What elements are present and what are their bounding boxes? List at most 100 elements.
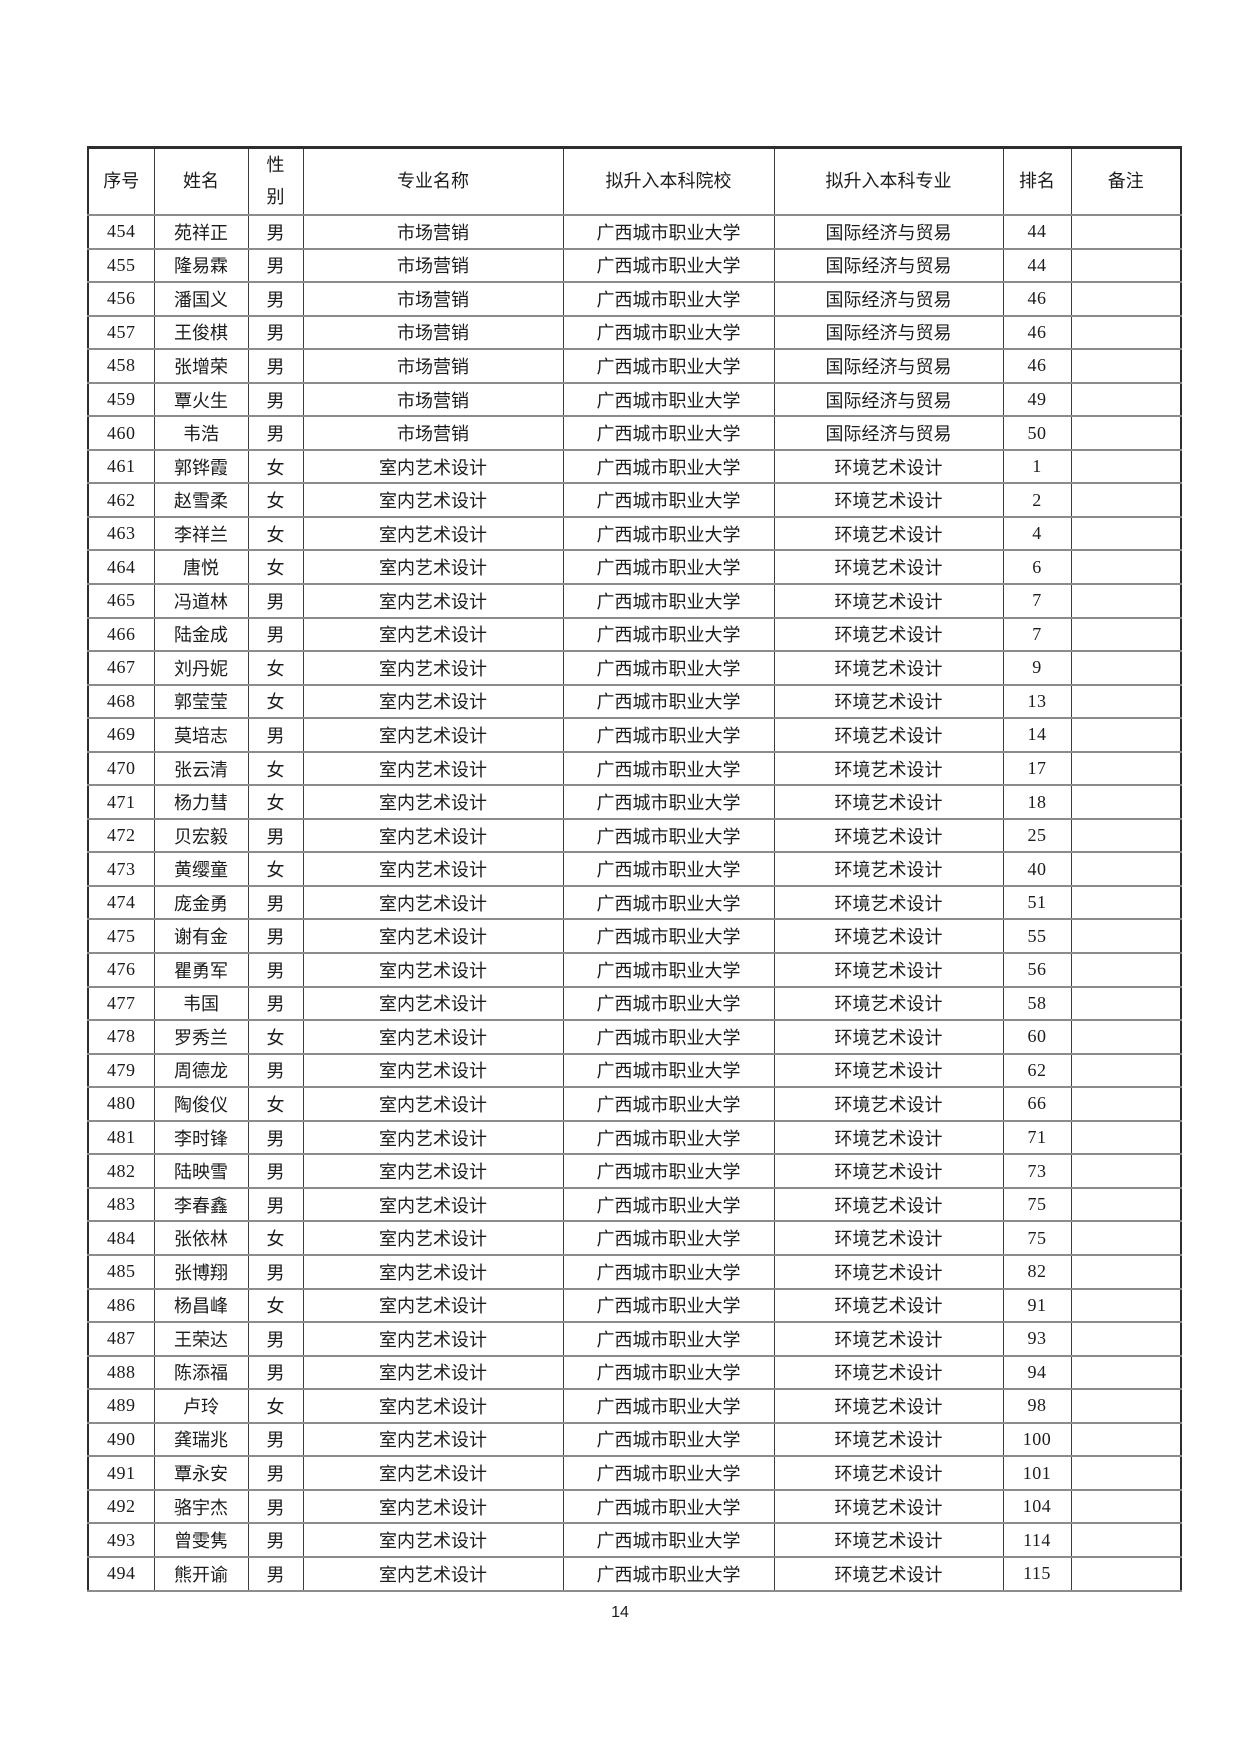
cell-target-major: 环境艺术设计 (773, 1052, 1004, 1089)
header-gender-label: 性别 (266, 155, 285, 207)
cell-gender: 女 (247, 750, 304, 787)
table-row: 468 郭莹莹 女 室内艺术设计 广西城市职业大学 环境艺术设计 13 (87, 683, 1182, 720)
cell-name: 龚瑞兆 (153, 1421, 249, 1458)
cell-remark (1070, 1321, 1182, 1357)
cell-target-college: 广西城市职业大学 (562, 482, 775, 518)
cell-target-college: 广西城市职业大学 (562, 1388, 775, 1424)
cell-target-college: 广西城市职业大学 (562, 884, 775, 921)
cell-remark (1070, 851, 1182, 887)
cell-remark (1070, 214, 1182, 250)
cell-target-major: 环境艺术设计 (773, 717, 1004, 753)
cell-rank: 62 (1002, 1052, 1072, 1089)
cell-name: 王荣达 (153, 1321, 249, 1357)
cell-gender: 男 (247, 884, 304, 921)
cell-remark (1070, 1253, 1182, 1290)
cell-name: 莫培志 (153, 717, 249, 753)
student-table-container: 序号 姓名 性别 专业名称 拟升入本科院校 拟升入本科专业 排名 备注 454 … (87, 146, 1182, 1593)
cell-remark (1070, 784, 1182, 820)
cell-name: 隆易霖 (153, 247, 249, 284)
cell-name: 罗秀兰 (153, 1019, 249, 1055)
cell-name: 周德龙 (153, 1052, 249, 1089)
cell-remark (1070, 1086, 1182, 1122)
cell-rank: 46 (1002, 281, 1072, 317)
cell-target-college: 广西城市职业大学 (562, 1253, 775, 1290)
cell-target-college: 广西城市职业大学 (562, 314, 775, 351)
cell-name: 庞金勇 (153, 884, 249, 921)
cell-seq: 475 (87, 918, 155, 955)
cell-seq: 471 (87, 784, 155, 820)
student-promotion-table: 序号 姓名 性别 专业名称 拟升入本科院校 拟升入本科专业 排名 备注 454 … (87, 146, 1182, 1593)
table-row: 469 莫培志 男 室内艺术设计 广西城市职业大学 环境艺术设计 14 (87, 717, 1182, 753)
header-seq: 序号 (87, 146, 155, 216)
cell-gender: 女 (247, 784, 304, 820)
cell-name: 刘丹妮 (153, 650, 249, 686)
cell-major: 室内艺术设计 (302, 1019, 564, 1055)
cell-rank: 56 (1002, 952, 1072, 988)
cell-target-major: 环境艺术设计 (773, 817, 1004, 854)
cell-name: 覃永安 (153, 1455, 249, 1491)
cell-name: 韦浩 (153, 415, 249, 451)
cell-gender: 男 (247, 1153, 304, 1189)
cell-target-major: 环境艺术设计 (773, 515, 1004, 552)
cell-gender: 男 (247, 1321, 304, 1357)
cell-rank: 44 (1002, 247, 1072, 284)
cell-rank: 46 (1002, 348, 1072, 384)
cell-rank: 94 (1002, 1354, 1072, 1391)
cell-target-major: 国际经济与贸易 (773, 281, 1004, 317)
cell-remark (1070, 683, 1182, 720)
table-row: 455 隆易霖 男 市场营销 广西城市职业大学 国际经济与贸易 44 (87, 247, 1182, 284)
cell-target-major: 环境艺术设计 (773, 1555, 1004, 1593)
cell-name: 贝宏毅 (153, 817, 249, 854)
cell-target-major: 环境艺术设计 (773, 985, 1004, 1022)
cell-gender: 女 (247, 448, 304, 485)
cell-gender: 男 (247, 1354, 304, 1391)
table-row: 462 赵雪柔 女 室内艺术设计 广西城市职业大学 环境艺术设计 2 (87, 482, 1182, 518)
cell-major: 室内艺术设计 (302, 1253, 564, 1290)
cell-major: 室内艺术设计 (302, 583, 564, 619)
cell-gender: 男 (247, 348, 304, 384)
cell-seq: 487 (87, 1321, 155, 1357)
cell-rank: 66 (1002, 1086, 1072, 1122)
cell-gender: 男 (247, 817, 304, 854)
page-number: 14 (611, 1604, 629, 1621)
cell-name: 王俊棋 (153, 314, 249, 351)
cell-target-college: 广西城市职业大学 (562, 1019, 775, 1055)
cell-gender: 男 (247, 1522, 304, 1558)
cell-target-college: 广西城市职业大学 (562, 448, 775, 485)
cell-remark (1070, 1220, 1182, 1256)
cell-rank: 40 (1002, 851, 1072, 887)
cell-rank: 18 (1002, 784, 1072, 820)
cell-gender: 女 (247, 683, 304, 720)
cell-rank: 44 (1002, 214, 1072, 250)
cell-remark (1070, 952, 1182, 988)
cell-gender: 男 (247, 985, 304, 1022)
cell-rank: 13 (1002, 683, 1072, 720)
cell-target-college: 广西城市职业大学 (562, 851, 775, 887)
cell-name: 骆宇杰 (153, 1488, 249, 1525)
cell-rank: 75 (1002, 1220, 1072, 1256)
cell-gender: 男 (247, 583, 304, 619)
cell-target-major: 环境艺术设计 (773, 784, 1004, 820)
cell-target-college: 广西城市职业大学 (562, 1052, 775, 1089)
cell-target-college: 广西城市职业大学 (562, 515, 775, 552)
cell-gender: 男 (247, 1421, 304, 1458)
table-row: 482 陆映雪 男 室内艺术设计 广西城市职业大学 环境艺术设计 73 (87, 1153, 1182, 1189)
cell-rank: 14 (1002, 717, 1072, 753)
cell-name: 陆映雪 (153, 1153, 249, 1189)
cell-gender: 女 (247, 650, 304, 686)
cell-target-college: 广西城市职业大学 (562, 381, 775, 418)
cell-target-major: 环境艺术设计 (773, 549, 1004, 586)
cell-remark (1070, 549, 1182, 586)
table-row: 463 李祥兰 女 室内艺术设计 广西城市职业大学 环境艺术设计 4 (87, 515, 1182, 552)
cell-rank: 82 (1002, 1253, 1072, 1290)
cell-seq: 476 (87, 952, 155, 988)
cell-major: 室内艺术设计 (302, 918, 564, 955)
cell-gender: 女 (247, 851, 304, 887)
cell-major: 室内艺术设计 (302, 851, 564, 887)
table-row: 480 陶俊仪 女 室内艺术设计 广西城市职业大学 环境艺术设计 66 (87, 1086, 1182, 1122)
cell-target-major: 环境艺术设计 (773, 616, 1004, 653)
cell-remark (1070, 884, 1182, 921)
cell-major: 室内艺术设计 (302, 1287, 564, 1324)
cell-seq: 490 (87, 1421, 155, 1458)
cell-name: 陶俊仪 (153, 1086, 249, 1122)
